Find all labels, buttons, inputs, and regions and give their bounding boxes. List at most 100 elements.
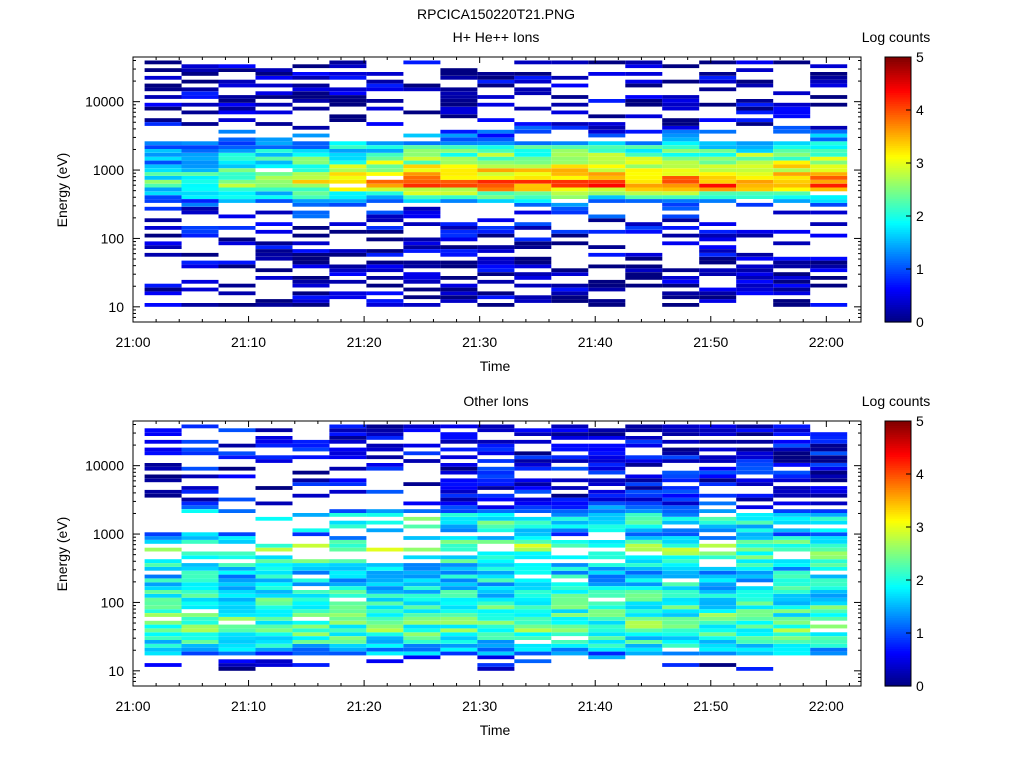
spectrogram-cell bbox=[255, 516, 293, 521]
spectrogram-cell bbox=[218, 152, 256, 157]
spectrogram-cell bbox=[810, 647, 848, 652]
spectrogram-cell bbox=[144, 141, 182, 146]
spectrogram-cell bbox=[477, 624, 515, 629]
spectrogram-cell bbox=[588, 601, 626, 606]
spectrogram-cell bbox=[514, 532, 552, 537]
spectrogram-cell bbox=[218, 187, 256, 192]
spectrogram-cell bbox=[477, 643, 515, 648]
spectrogram-cell bbox=[625, 191, 663, 196]
spectrogram-cell bbox=[810, 536, 848, 540]
colorbar-swatch bbox=[885, 438, 911, 442]
spectrogram-cell bbox=[773, 191, 811, 196]
spectrogram-cell bbox=[625, 640, 663, 644]
spectrogram-cell bbox=[699, 229, 737, 234]
colorbar-swatch bbox=[885, 310, 911, 314]
spectrogram-cell bbox=[477, 145, 515, 149]
spectrogram-cell bbox=[810, 137, 848, 142]
colorbar-tick-label: 4 bbox=[916, 466, 924, 482]
spectrogram-cell bbox=[329, 605, 367, 610]
colorbar-swatch bbox=[885, 467, 911, 471]
spectrogram-cell bbox=[514, 459, 552, 463]
spectrogram-cell bbox=[403, 83, 441, 88]
spectrogram-cell bbox=[329, 202, 367, 207]
spectrogram-cell bbox=[625, 164, 663, 169]
spectrogram-cell bbox=[329, 279, 367, 284]
spectrogram-cell bbox=[144, 106, 182, 111]
spectrogram-cell bbox=[181, 636, 219, 640]
spectrogram-cell bbox=[625, 99, 663, 103]
spectrogram-cell bbox=[403, 428, 441, 433]
spectrogram-cell bbox=[773, 172, 811, 176]
spectrogram-cell bbox=[662, 303, 700, 307]
spectrogram-cell bbox=[292, 647, 330, 652]
spectrogram-cell bbox=[477, 164, 515, 169]
spectrogram-cell bbox=[440, 164, 478, 169]
spectrogram-cell bbox=[736, 667, 774, 671]
spectrogram-cell bbox=[588, 187, 626, 192]
colorbar-swatch bbox=[885, 112, 911, 116]
spectrogram-cell bbox=[773, 613, 811, 617]
spectrogram-cell bbox=[366, 268, 404, 273]
spectrogram-cell bbox=[699, 474, 737, 479]
spectrogram-cell bbox=[144, 145, 182, 149]
spectrogram-cell bbox=[366, 628, 404, 633]
spectrogram-cell bbox=[440, 632, 478, 637]
colorbar-swatch bbox=[885, 604, 911, 608]
spectrogram-cell bbox=[588, 463, 626, 467]
colorbar-swatch bbox=[885, 566, 911, 570]
spectrogram-cell bbox=[366, 99, 404, 103]
spectrogram-cell bbox=[181, 574, 219, 579]
spectrogram-cell bbox=[218, 428, 256, 433]
spectrogram-cell bbox=[403, 651, 441, 656]
colorbar-swatch bbox=[885, 482, 911, 486]
spectrogram-cell bbox=[588, 551, 626, 556]
spectrogram-cell bbox=[144, 283, 182, 288]
spectrogram-cell bbox=[366, 563, 404, 567]
spectrogram-cell bbox=[218, 102, 256, 107]
spectrogram-cell bbox=[625, 486, 663, 490]
spectrogram-cell bbox=[329, 466, 367, 471]
spectrogram-cell bbox=[329, 222, 367, 226]
spectrogram-cell bbox=[625, 613, 663, 617]
spectrogram-cell bbox=[218, 566, 256, 571]
spectrogram-cell bbox=[551, 586, 589, 590]
spectrogram-cell bbox=[366, 237, 404, 242]
colorbar-swatch bbox=[885, 646, 911, 650]
colorbar-swatch bbox=[885, 657, 911, 661]
spectrogram-cell bbox=[588, 489, 626, 494]
spectrogram-cell bbox=[810, 543, 848, 548]
spectrogram-cell bbox=[551, 172, 589, 176]
spectrogram-cell bbox=[440, 578, 478, 583]
colorbar-swatch bbox=[885, 74, 911, 78]
spectrogram-cell bbox=[662, 616, 700, 621]
spectrogram-cell bbox=[736, 643, 774, 648]
spectrogram-cell bbox=[403, 279, 441, 284]
spectrogram-cell bbox=[514, 187, 552, 192]
spectrogram-cell bbox=[329, 102, 367, 107]
spectrogram-cell bbox=[514, 226, 552, 230]
spectrogram-cell bbox=[440, 509, 478, 513]
spectrogram-cell bbox=[181, 160, 219, 165]
spectrogram-cell bbox=[625, 628, 663, 633]
spectrogram-cell bbox=[625, 443, 663, 448]
spectrogram-cell bbox=[662, 183, 700, 188]
spectrogram-cell bbox=[440, 593, 478, 598]
spectrogram-cell bbox=[662, 160, 700, 165]
spectrogram-cell bbox=[736, 647, 774, 652]
spectrogram-cell bbox=[588, 563, 626, 567]
spectrogram-cell bbox=[514, 528, 552, 533]
spectrogram-cell bbox=[255, 95, 293, 99]
spectrogram-cell bbox=[292, 493, 330, 498]
spectrogram-cell bbox=[625, 570, 663, 575]
spectrogram-cell bbox=[255, 628, 293, 633]
spectrogram-cell bbox=[181, 540, 219, 544]
spectrogram-cell bbox=[218, 291, 256, 296]
spectrogram-cell bbox=[699, 164, 737, 169]
spectrogram-cell bbox=[625, 601, 663, 606]
spectrogram-cell bbox=[551, 183, 589, 188]
spectrogram-cell bbox=[625, 129, 663, 134]
spectrogram-cell bbox=[810, 559, 848, 563]
colorbar-swatch bbox=[885, 674, 911, 678]
spectrogram-cell bbox=[625, 593, 663, 598]
spectrogram-cell bbox=[699, 566, 737, 571]
